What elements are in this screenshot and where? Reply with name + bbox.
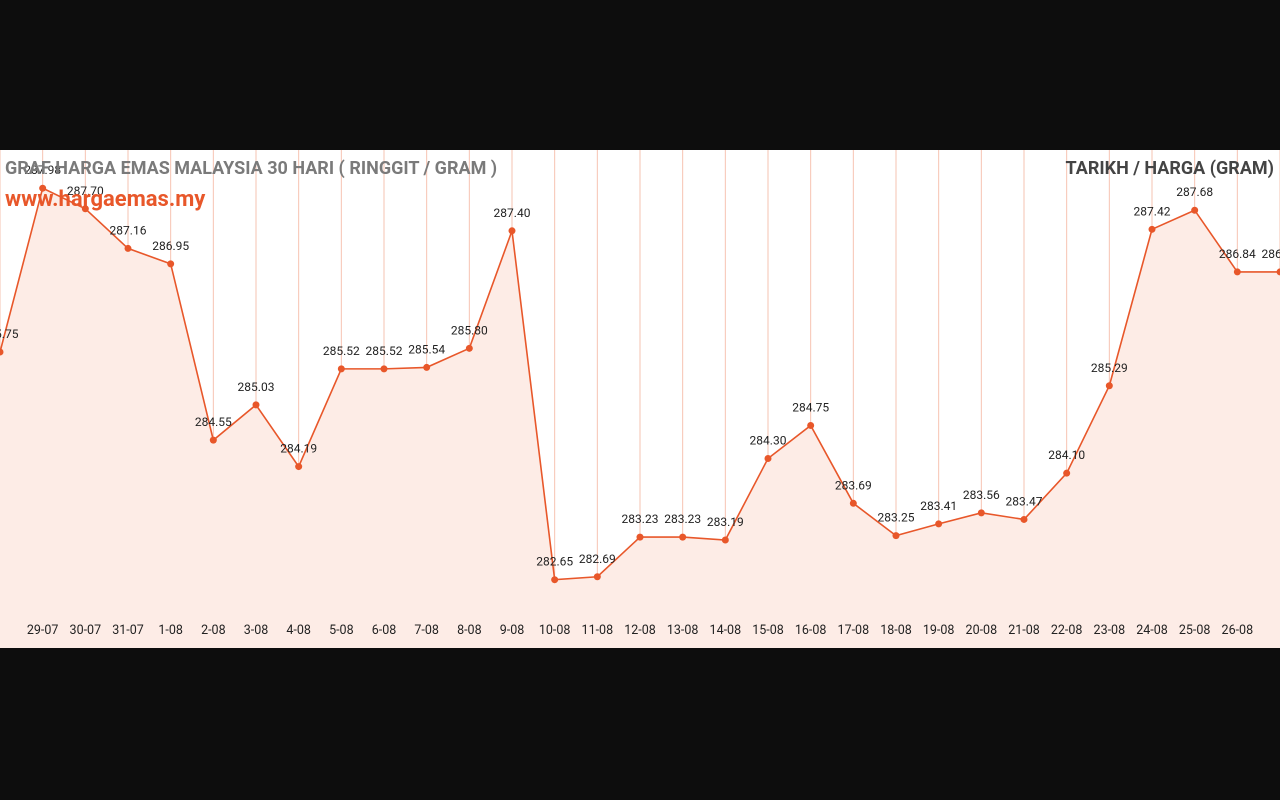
value-label: 283.25	[878, 511, 915, 525]
value-label: 283.23	[664, 512, 701, 526]
value-label: 285.75	[0, 327, 19, 341]
value-label: 283.19	[707, 515, 744, 529]
x-tick-label: 1-08	[158, 623, 183, 638]
value-label: 285.03	[238, 380, 275, 394]
point	[977, 509, 985, 517]
x-tick-label: 24-08	[1136, 623, 1168, 638]
value-label: 287.42	[1134, 204, 1171, 218]
x-tick-label: 7-08	[414, 623, 439, 638]
point	[167, 260, 175, 268]
x-tick-label: 21-08	[1008, 623, 1040, 638]
value-label: 287.70	[67, 184, 104, 198]
value-label: 286.84	[1262, 247, 1280, 261]
value-label: 282.65	[536, 555, 573, 569]
x-tick-label: 3-08	[244, 623, 269, 638]
value-label: 283.56	[963, 488, 1000, 502]
point	[721, 536, 729, 544]
x-tick-label: 26-08	[1222, 623, 1254, 638]
point	[0, 348, 4, 356]
value-label: 286.84	[1219, 247, 1256, 261]
point	[935, 520, 943, 528]
x-tick-label: 11-08	[582, 623, 614, 638]
x-tick-label: 29-07	[27, 623, 59, 638]
point	[465, 344, 473, 352]
point	[1063, 469, 1071, 477]
point	[551, 576, 559, 584]
point	[636, 533, 644, 541]
x-tick-label: 6-08	[372, 623, 397, 638]
value-label: 282.69	[579, 552, 616, 566]
point	[1191, 206, 1199, 214]
x-tick-label: 5-08	[329, 623, 354, 638]
x-tick-label: 4-08	[286, 623, 311, 638]
x-tick-label: 25-08	[1179, 623, 1211, 638]
value-label: 283.41	[920, 499, 957, 513]
x-tick-label: 9-08	[500, 623, 525, 638]
axis-label: TARIKH / HARGA (GRAM)	[1066, 158, 1274, 179]
point	[679, 533, 687, 541]
x-tick-label: 10-08	[539, 623, 571, 638]
point	[807, 421, 815, 429]
point	[124, 244, 132, 252]
value-label: 284.55	[195, 415, 232, 429]
x-tick-label: 17-08	[838, 623, 870, 638]
point	[295, 463, 303, 471]
value-label: 287.16	[110, 223, 147, 237]
x-tick-label: 12-08	[624, 623, 656, 638]
area	[0, 188, 1280, 648]
x-tick-label: 20-08	[966, 623, 998, 638]
point	[1148, 225, 1156, 233]
x-tick-label: 18-08	[880, 623, 912, 638]
value-label: 285.52	[323, 344, 360, 358]
point	[1233, 268, 1241, 276]
point	[1276, 268, 1280, 276]
x-tick-label: 2-08	[201, 623, 226, 638]
value-label: 287.98	[24, 163, 61, 177]
point	[209, 436, 217, 444]
point	[380, 365, 388, 373]
point	[1105, 382, 1113, 390]
value-label: 285.80	[451, 323, 488, 337]
value-label: 287.68	[1176, 185, 1213, 199]
point	[252, 401, 260, 409]
value-label: 285.29	[1091, 361, 1128, 375]
chart-subtitle: www.hargaemas.my	[5, 187, 206, 212]
x-tick-label: 14-08	[710, 623, 742, 638]
value-label: 283.69	[835, 478, 872, 492]
x-tick-label: 23-08	[1094, 623, 1126, 638]
value-label: 284.75	[792, 400, 829, 414]
x-tick-label: 31-07	[112, 623, 144, 638]
point	[337, 365, 345, 373]
point	[81, 205, 89, 213]
point	[764, 454, 772, 462]
value-label: 284.19	[280, 442, 317, 456]
point	[593, 573, 601, 581]
value-label: 286.95	[152, 239, 189, 253]
point	[423, 363, 431, 371]
point	[892, 532, 900, 540]
value-label: 284.30	[750, 433, 787, 447]
value-label: 287.40	[494, 206, 531, 220]
value-label: 285.52	[366, 344, 403, 358]
chart-title: GRAF HARGA EMAS MALAYSIA 30 HARI ( RINGG…	[5, 158, 497, 179]
point	[1020, 515, 1028, 523]
value-label: 283.47	[1006, 494, 1043, 508]
point	[508, 227, 516, 235]
x-tick-label: 8-08	[457, 623, 482, 638]
x-tick-label: 22-08	[1051, 623, 1083, 638]
value-label: 283.23	[622, 512, 659, 526]
x-tick-label: 16-08	[795, 623, 827, 638]
point	[849, 499, 857, 507]
x-tick-label: 13-08	[667, 623, 699, 638]
x-tick-label: 19-08	[923, 623, 955, 638]
point	[39, 184, 47, 192]
x-tick-label: 30-07	[70, 623, 102, 638]
value-label: 284.10	[1048, 448, 1085, 462]
x-tick-label: 15-08	[752, 623, 784, 638]
value-label: 285.54	[408, 342, 445, 356]
